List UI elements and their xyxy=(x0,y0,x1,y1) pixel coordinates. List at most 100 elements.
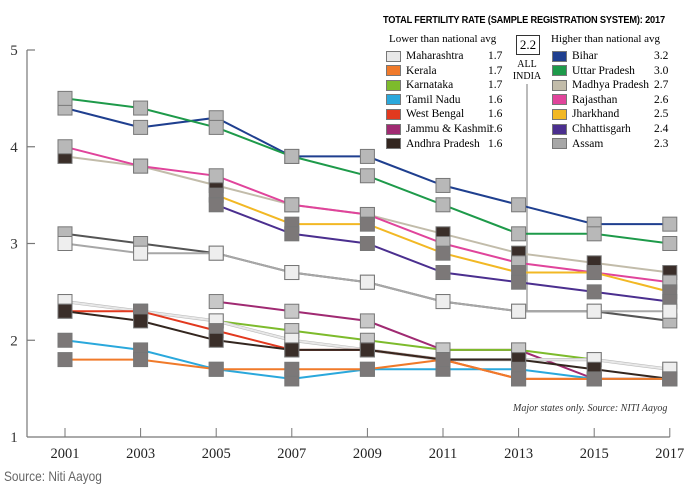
x-tick-label: 2017 xyxy=(655,446,684,462)
source-caption: Source: Niti Aayog xyxy=(4,468,102,484)
series-chhattisgarh-marker xyxy=(359,236,375,251)
series-kerala-marker xyxy=(435,352,451,368)
series-tamil-nadu-marker xyxy=(57,332,73,348)
legend-item-kerala: Kerala 1.7 xyxy=(386,64,502,78)
marker-layer xyxy=(57,90,678,387)
series-chhattisgarh-marker xyxy=(435,265,451,281)
all-india-label: ALL INDIA xyxy=(510,59,544,83)
legend-item-assam: Assam 2.3 xyxy=(552,137,668,151)
y-tick-label: 5 xyxy=(10,43,18,59)
legend-label: Tamil Nadu xyxy=(406,93,461,106)
legend-item-andhra-pradesh: Andhra Pradesh 1.6 xyxy=(386,137,502,151)
series-uttar-pradesh-marker xyxy=(435,197,451,213)
series-kerala-marker xyxy=(511,371,527,387)
series-uttar-pradesh-marker xyxy=(662,236,678,251)
y-tick-label: 4 xyxy=(10,140,18,156)
legend-value: 1.7 xyxy=(488,64,503,77)
legend-label: Chhattisgarh xyxy=(572,123,631,135)
series-assam-light-marker xyxy=(511,303,527,319)
series-kerala-marker xyxy=(586,371,602,387)
legend-label: Bihar xyxy=(572,50,598,62)
legend-lower-heading: Lower than national avg xyxy=(389,33,497,45)
legend-swatch xyxy=(386,65,401,77)
legend-swatch xyxy=(552,79,567,91)
legend-item-bihar: Bihar 3.2 xyxy=(552,49,668,63)
legend-swatch xyxy=(386,79,401,91)
legend-label: Karnataka xyxy=(406,79,454,92)
series-jharkhand-marker xyxy=(359,216,375,232)
legend-value: 1.6 xyxy=(488,108,503,121)
legend-item-maharashtra: Maharashtra 1.7 xyxy=(386,49,502,63)
series-jammu-kashmir-marker xyxy=(208,294,224,310)
legend-label: Maharashtra xyxy=(406,50,464,62)
legend-item-west-bengal: West Bengal 1.6 xyxy=(386,107,502,121)
series-kerala-marker xyxy=(133,352,149,368)
y-tick-label: 2 xyxy=(10,333,18,349)
series-kerala-marker xyxy=(208,361,224,377)
legend-label: Rajasthan xyxy=(572,93,618,106)
series-bihar-marker xyxy=(133,119,149,135)
x-tick-label: 2011 xyxy=(429,446,457,462)
series-uttar-pradesh-marker xyxy=(359,168,375,184)
series-assam-light-marker xyxy=(284,265,300,281)
x-tick-label: 2007 xyxy=(277,446,306,462)
series-jammu-kashmir-marker xyxy=(359,313,375,329)
series-andhra-pradesh-marker xyxy=(133,313,149,329)
legend-value: 1.7 xyxy=(488,79,503,92)
legend-swatch xyxy=(386,94,401,106)
legend-value: 2.4 xyxy=(654,123,669,135)
chart-note: Major states only. Source: NITI Aayog xyxy=(513,403,668,414)
legend-value: 1.6 xyxy=(488,93,503,106)
legend-swatch xyxy=(386,123,401,135)
series-rajasthan-marker xyxy=(57,139,73,155)
legend-item-tamil-nadu: Tamil Nadu 1.6 xyxy=(386,93,502,107)
series-assam-light-marker xyxy=(208,245,224,261)
series-rajasthan-marker xyxy=(208,168,224,184)
series-kerala-marker xyxy=(57,352,73,368)
series-assam-light-marker xyxy=(586,303,602,319)
series-assam-light-marker xyxy=(133,245,149,261)
series-kerala-marker xyxy=(359,361,375,377)
chart-title: TOTAL FERTILITY RATE (SAMPLE REGISTRATIO… xyxy=(383,14,665,26)
legend-item-rajasthan: Rajasthan 2.6 xyxy=(552,93,668,107)
series-andhra-pradesh-marker xyxy=(208,332,224,348)
all-india-label-line1: ALL xyxy=(517,59,537,70)
x-tick-label: 2003 xyxy=(126,446,155,462)
series-assam-light-marker xyxy=(435,294,451,310)
series-bihar-marker xyxy=(511,197,527,213)
legend-value: 1.6 xyxy=(488,137,503,150)
legend-swatch xyxy=(552,138,567,150)
legend-label: Jammu & Kashmir xyxy=(406,123,494,135)
series-jammu-kashmir-marker xyxy=(284,303,300,319)
legend-swatch xyxy=(386,50,401,62)
x-tick-label: 2005 xyxy=(202,446,231,462)
y-tick-label: 1 xyxy=(10,430,18,446)
series-rajasthan-marker xyxy=(133,158,149,174)
legend-value: 2.7 xyxy=(654,79,669,92)
legend-value: 2.3 xyxy=(654,137,669,150)
legend-value: 1.7 xyxy=(488,50,503,62)
series-andhra-pradesh-marker xyxy=(359,342,375,358)
series-rajasthan-marker xyxy=(284,197,300,213)
legend-swatch xyxy=(552,65,567,77)
series-assam-light-marker xyxy=(662,303,678,319)
y-tick-label: 3 xyxy=(10,237,18,253)
legend-value: 2.5 xyxy=(654,108,669,121)
legend-value: 3.2 xyxy=(654,50,669,62)
legend-label: Jharkhand xyxy=(572,108,620,121)
legend-item-chhattisgarh: Chhattisgarh 2.4 xyxy=(552,122,668,136)
series-chhattisgarh-marker xyxy=(208,197,224,213)
legend-value: 2.6 xyxy=(654,93,669,106)
series-chhattisgarh-marker xyxy=(284,226,300,242)
legend-value: 1.6 xyxy=(488,123,503,135)
series-bihar-marker xyxy=(435,177,451,193)
legend-higher-heading: Higher than national avg xyxy=(551,33,661,45)
x-tick-label: 2009 xyxy=(353,446,382,462)
series-assam-light-marker xyxy=(359,274,375,290)
legend-label: Kerala xyxy=(406,64,437,77)
all-india-value-box: 2.2 xyxy=(516,35,540,55)
series-kerala-marker xyxy=(662,371,678,387)
legend-item-madhya-pradesh: Madhya Pradesh 2.7 xyxy=(552,78,668,92)
series-chhattisgarh-marker xyxy=(586,284,602,300)
series-uttar-pradesh-marker xyxy=(284,148,300,164)
